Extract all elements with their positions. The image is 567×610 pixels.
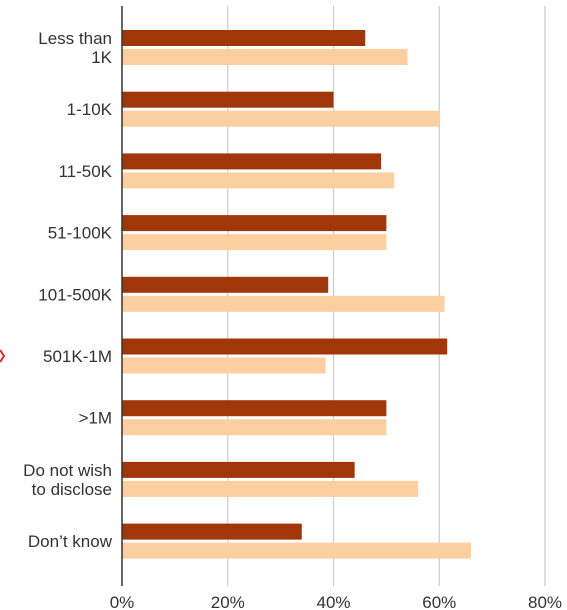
bar-series1-3 bbox=[122, 215, 387, 232]
bar-series2-1 bbox=[122, 110, 440, 127]
bar-series1-5 bbox=[122, 338, 448, 355]
bar-series2-3 bbox=[122, 234, 387, 251]
category-label: Don’t know bbox=[28, 532, 113, 551]
bar-series2-6 bbox=[122, 419, 387, 436]
bar-series1-8 bbox=[122, 523, 302, 540]
bar-series2-5 bbox=[122, 357, 326, 374]
category-labels: Less than 1K 1-10K 11-50K 51-100K 101-500K 501… bbox=[23, 29, 113, 551]
x-tick-label: 0% bbox=[110, 593, 135, 610]
category-label: Do not wish to disclose bbox=[23, 461, 112, 499]
bar-series1-2 bbox=[122, 153, 382, 170]
x-tick-label: 40% bbox=[316, 593, 350, 610]
x-tick-label: 80% bbox=[528, 593, 562, 610]
bars bbox=[122, 30, 471, 559]
bar-series1-6 bbox=[122, 400, 387, 417]
category-label: 101-500K bbox=[38, 285, 112, 304]
category-label: 501K-1M bbox=[43, 347, 112, 366]
bar-series2-0 bbox=[122, 49, 408, 65]
x-tick-labels: 0% 20% 40% 60% 80% bbox=[110, 593, 562, 610]
category-label: 11-50K bbox=[58, 162, 112, 181]
x-tick-label: 20% bbox=[211, 593, 245, 610]
bar-series2-4 bbox=[122, 295, 445, 312]
bar-series2-2 bbox=[122, 172, 395, 189]
bar-series1-1 bbox=[122, 91, 334, 108]
category-label: >1M bbox=[78, 409, 112, 428]
bar-series2-8 bbox=[122, 542, 471, 559]
bar-series1-7 bbox=[122, 461, 355, 478]
bar-series2-7 bbox=[122, 480, 419, 497]
x-tick-label: 60% bbox=[422, 593, 456, 610]
bar-series1-4 bbox=[122, 276, 329, 293]
pointer-arrow-icon bbox=[0, 349, 6, 363]
category-label: 51-100K bbox=[48, 224, 113, 243]
bar-series1-0 bbox=[122, 30, 366, 46]
category-label: Less than 1K bbox=[38, 29, 112, 67]
category-label: 1-10K bbox=[67, 100, 113, 119]
